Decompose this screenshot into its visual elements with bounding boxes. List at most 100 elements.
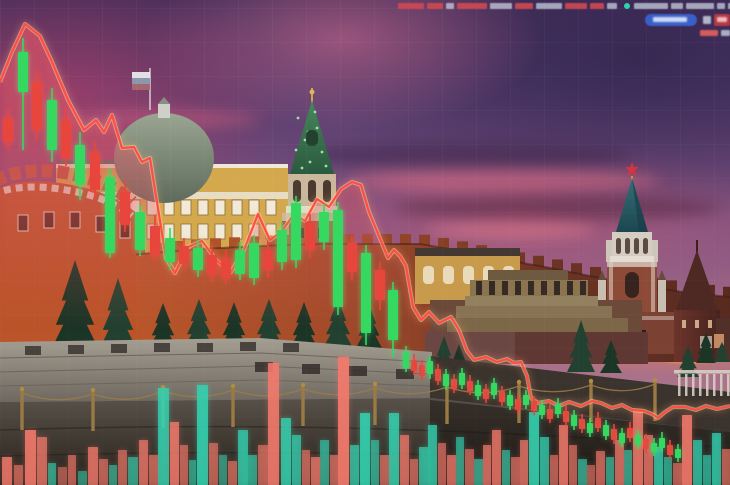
fir-tree (567, 320, 595, 372)
candle-body (587, 423, 593, 433)
candle-body (523, 395, 529, 405)
candle-body (90, 152, 100, 190)
senate-window (197, 223, 209, 240)
mausoleum-column (502, 281, 508, 295)
senate-window (180, 199, 192, 216)
senate-window (265, 199, 277, 216)
candle-body (619, 433, 625, 443)
fence-chain (590, 383, 656, 392)
cloud-streak-pink (350, 170, 660, 192)
candle-body (667, 445, 673, 455)
mausoleum-column (476, 281, 482, 295)
russian-flag (132, 72, 150, 90)
senate-window (248, 199, 260, 216)
candle-body (443, 374, 449, 386)
candle-body (579, 419, 585, 429)
mausoleum-column (580, 281, 586, 295)
candle-body (419, 365, 425, 376)
senate-window (197, 199, 209, 216)
service-window (463, 266, 474, 284)
fence-post (653, 381, 657, 421)
wall-merlon (723, 286, 730, 298)
candle-body (193, 248, 203, 270)
white-fence-balusters (678, 374, 730, 396)
fence-post-knob (652, 377, 658, 383)
candle-body (150, 226, 160, 255)
candle-body (627, 428, 633, 438)
wall-merlon (571, 263, 582, 275)
candle-body (388, 290, 398, 340)
fir-tier (600, 354, 622, 373)
fir-tree (714, 342, 730, 362)
fence-baluster (713, 374, 716, 396)
candle-body (491, 383, 497, 395)
senate-window (214, 199, 226, 216)
tent-light (300, 166, 304, 170)
wall-merlon (666, 280, 677, 292)
tent-light (296, 116, 300, 120)
candle-body (563, 411, 569, 422)
candle-body (263, 250, 273, 270)
candle-body (277, 230, 287, 262)
candle-body (435, 369, 441, 381)
wall-merlon (590, 267, 601, 278)
fir-tree (600, 340, 622, 373)
candle-body (411, 360, 417, 371)
candle-body (635, 435, 641, 445)
candle-body (179, 246, 189, 264)
mausoleum-column (489, 281, 495, 295)
candle-body (135, 212, 145, 250)
fence-baluster (727, 374, 730, 396)
candle-body (403, 352, 409, 368)
fir-tier (567, 343, 595, 372)
wall-merlon (400, 234, 411, 245)
tent-light (294, 148, 298, 152)
candle-body (451, 379, 457, 389)
candle-body (467, 381, 473, 391)
candle-body (611, 429, 617, 440)
candle-body (507, 395, 513, 406)
service-window (423, 266, 434, 284)
white-fence-rail (674, 370, 730, 374)
candle-body (475, 385, 481, 396)
candle-body (75, 145, 85, 185)
candle-body (595, 418, 601, 428)
tent-light (324, 164, 328, 168)
fence-baluster (706, 374, 709, 396)
service-window (443, 266, 454, 284)
tent-light (320, 150, 324, 154)
candle-body (305, 222, 315, 250)
candle-body (361, 253, 371, 333)
candle-body (120, 192, 130, 225)
fence-baluster (685, 374, 688, 396)
candle-body (61, 120, 71, 158)
mausoleum-column (528, 281, 534, 295)
mausoleum-column (554, 281, 560, 295)
fir-tier (714, 351, 730, 362)
candle-body (651, 443, 657, 452)
candle-body (319, 212, 329, 242)
cloud-streak-bright (425, 222, 595, 238)
candlesticks-red (3, 70, 673, 459)
fir-tree (696, 333, 716, 363)
candle-body (659, 438, 665, 448)
wall-merlon (552, 259, 563, 271)
mausoleum-column (541, 281, 547, 295)
fence-post-knob (588, 378, 594, 384)
fence-baluster (692, 374, 695, 396)
senate-window (231, 199, 243, 216)
tent-light (313, 110, 317, 114)
candle-body (347, 243, 357, 272)
candle-body (547, 409, 553, 419)
candle-body (675, 449, 681, 458)
candle-body (333, 210, 343, 307)
candle-body (555, 404, 561, 414)
candle-body (32, 82, 42, 130)
wall-merlon (381, 234, 392, 245)
cloud-streak-maroon (392, 196, 722, 220)
candle-body (221, 258, 231, 278)
wall-merlon (210, 238, 221, 250)
wall-merlon (438, 237, 449, 249)
